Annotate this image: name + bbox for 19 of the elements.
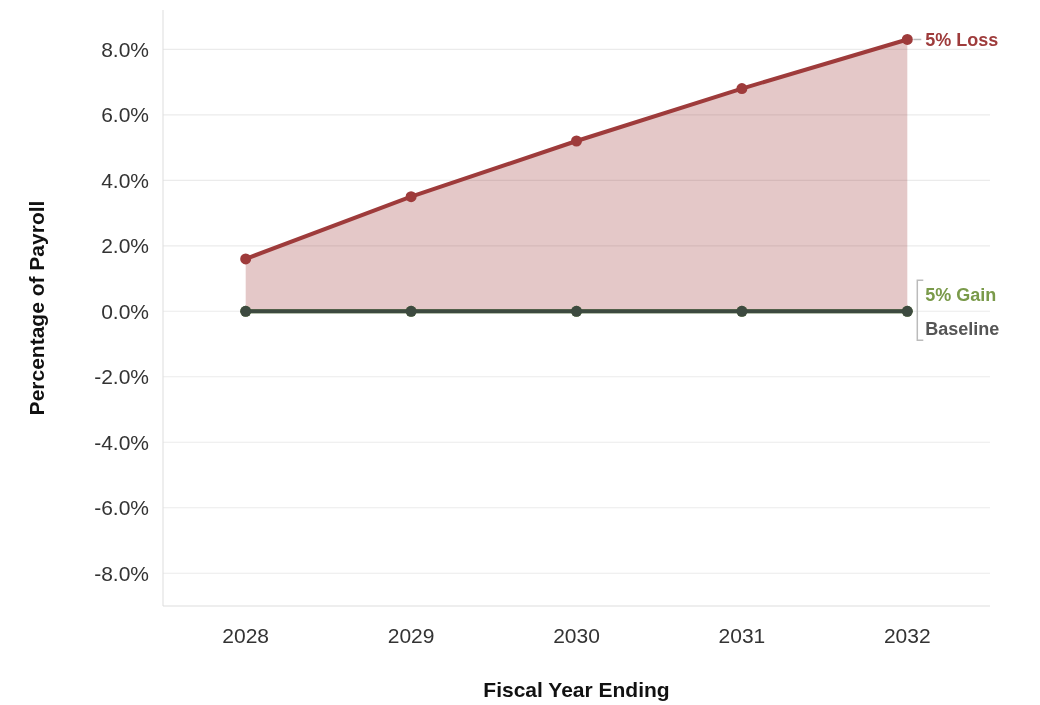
y-tick-label: 2.0% xyxy=(101,234,149,258)
y-tick-label: 0.0% xyxy=(101,299,149,323)
x-tick-label: 2029 xyxy=(387,624,435,647)
y-tick-label: -8.0% xyxy=(94,561,149,585)
x-tick-label: 2030 xyxy=(553,624,600,647)
x-axis-title: Fiscal Year Ending xyxy=(483,678,670,701)
x-tick-label: 2031 xyxy=(718,624,766,647)
y-tick-label: -2.0% xyxy=(94,365,149,389)
y-tick-label: 4.0% xyxy=(101,168,149,192)
y-tick-label: 6.0% xyxy=(101,103,149,127)
y-tick-label: -6.0% xyxy=(94,496,149,520)
series-label: 5% Gain xyxy=(925,284,997,305)
y-tick-label: -4.0% xyxy=(94,430,149,454)
y-tick-label: 8.0% xyxy=(101,37,149,61)
x-tick-label: 2032 xyxy=(883,624,931,647)
series-label: Baseline xyxy=(925,318,1000,339)
y-axis-title: Percentage of Payroll xyxy=(25,200,48,416)
x-tick-label: 2028 xyxy=(222,624,270,647)
series-label: 5% Loss xyxy=(925,29,999,50)
